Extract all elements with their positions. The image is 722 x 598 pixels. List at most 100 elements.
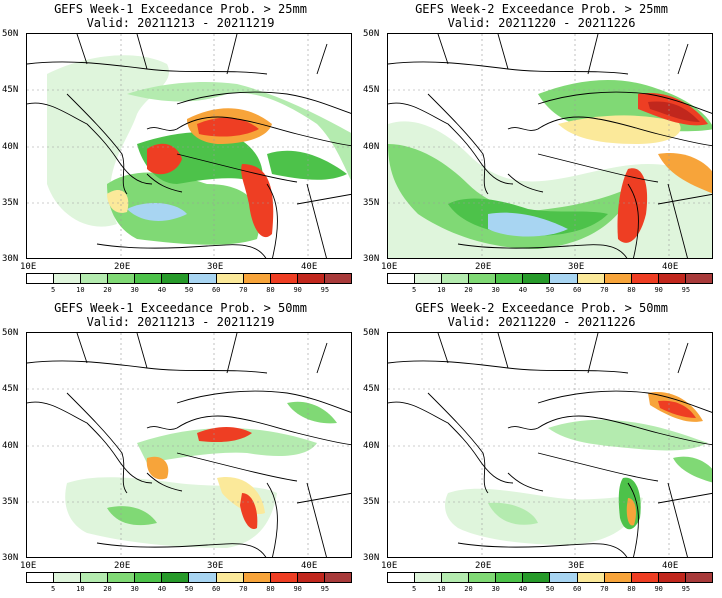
probability-fill: [65, 401, 337, 548]
colorbar-swatch: [658, 573, 686, 582]
map-gridlines: [388, 333, 712, 557]
colorbar-swatch: [604, 573, 632, 582]
colorbar-swatch: [685, 573, 712, 582]
colorbar-swatch: [523, 573, 551, 582]
colorbar: [387, 273, 713, 284]
colorbar-swatch: [469, 573, 497, 582]
lat-label: 30N: [2, 553, 19, 563]
colorbar-tick-label: 80: [627, 585, 636, 593]
colorbar-tick-label: 30: [130, 585, 139, 593]
lon-label: 30E: [568, 262, 585, 272]
colorbar-tick-label: 40: [518, 585, 528, 593]
colorbar-tick-label: 40: [157, 585, 167, 593]
panel-week1-50mm: GEFS Week-1 Exceedance Prob. > 50mm Vali…: [0, 299, 361, 598]
colorbar-tick-label: 60: [211, 286, 221, 294]
lon-label: 20E: [114, 262, 131, 272]
lat-label: 45N: [2, 384, 19, 394]
colorbar-tick-label: 10: [437, 585, 446, 593]
panel-title: GEFS Week-1 Exceedance Prob. > 50mm: [54, 301, 307, 315]
colorbar-swatch: [469, 274, 497, 283]
lon-label: 30E: [568, 561, 585, 571]
panel-valid-range: Valid: 20211213 - 20211219: [86, 16, 275, 30]
lon-label: 20E: [114, 561, 131, 571]
colorbar-tick-label: 20: [103, 585, 112, 593]
colorbar-tick-label: 20: [464, 585, 473, 593]
colorbar-swatch: [550, 274, 578, 283]
map-gridlines: [27, 34, 351, 258]
colorbar: [26, 273, 352, 284]
probability-map: [387, 332, 713, 558]
colorbar-tick-label: 70: [600, 585, 609, 593]
colorbar-swatch: [496, 274, 524, 283]
colorbar-tick-label: 60: [572, 585, 582, 593]
colorbar-swatch: [27, 573, 55, 582]
lat-label: 35N: [2, 497, 19, 507]
lat-label: 40N: [2, 142, 19, 152]
lon-label: 20E: [475, 561, 492, 571]
colorbar-tick-label: 5: [51, 585, 56, 593]
colorbar-swatch: [388, 274, 416, 283]
colorbar-swatch: [415, 274, 443, 283]
colorbar-swatch: [270, 573, 298, 582]
colorbar-tick-label: 50: [184, 286, 194, 294]
lon-label: 10E: [20, 262, 37, 272]
colorbar-swatch: [297, 274, 325, 283]
panel-week1-25mm: GEFS Week-1 Exceedance Prob. > 25mm Vali…: [0, 0, 361, 299]
probability-fill: [388, 79, 712, 258]
lat-label: 35N: [363, 198, 380, 208]
lat-label: 50N: [2, 328, 19, 338]
colorbar-tick-label: 90: [293, 286, 302, 294]
colorbar: [387, 572, 713, 583]
lat-label: 30N: [2, 254, 19, 264]
colorbar-swatch: [54, 274, 82, 283]
colorbar-swatch: [604, 274, 632, 283]
colorbar-swatch: [162, 274, 190, 283]
colorbar-tick-label: 60: [572, 286, 582, 294]
colorbar-tick-label: 10: [76, 286, 85, 294]
colorbar-swatch: [442, 274, 470, 283]
panel-week2-50mm: GEFS Week-2 Exceedance Prob. > 50mm Vali…: [361, 299, 722, 598]
colorbar-tick-label: 70: [600, 286, 609, 294]
colorbar-swatch: [216, 573, 244, 582]
colorbar-tick-label: 30: [130, 286, 139, 294]
lat-label: 45N: [2, 85, 19, 95]
probability-map: [26, 33, 352, 259]
lon-label: 30E: [207, 561, 224, 571]
colorbar-swatch: [496, 573, 524, 582]
colorbar-swatch: [135, 573, 163, 582]
lon-label: 20E: [475, 262, 492, 272]
colorbar-tick-label: 90: [293, 585, 302, 593]
colorbar-swatch: [216, 274, 244, 283]
colorbar-tick-label: 40: [518, 286, 528, 294]
colorbar-tick-label: 80: [266, 286, 275, 294]
colorbar-swatch: [297, 573, 325, 582]
colorbar-swatch: [415, 573, 443, 582]
colorbar-swatch: [162, 573, 190, 582]
colorbar-swatch: [658, 274, 686, 283]
colorbar-tick-label: 5: [412, 585, 417, 593]
colorbar-tick-label: 30: [491, 286, 500, 294]
lat-label: 35N: [363, 497, 380, 507]
colorbar-swatch: [631, 573, 659, 582]
panel-title: GEFS Week-1 Exceedance Prob. > 25mm: [54, 2, 307, 16]
panel-valid-range: Valid: 20211220 - 20211226: [447, 315, 636, 329]
colorbar-swatch: [243, 274, 271, 283]
colorbar-tick-label: 95: [681, 286, 691, 294]
lat-label: 45N: [363, 384, 380, 394]
probability-map: [26, 332, 352, 558]
colorbar-tick-label: 95: [320, 585, 330, 593]
panel-title: GEFS Week-2 Exceedance Prob. > 25mm: [415, 2, 668, 16]
lat-label: 30N: [363, 553, 380, 563]
colorbar-swatch: [54, 573, 82, 582]
panel-valid-range: Valid: 20211213 - 20211219: [86, 315, 275, 329]
colorbar-tick-label: 20: [464, 286, 473, 294]
colorbar-tick-label: 90: [654, 585, 663, 593]
lat-label: 50N: [363, 29, 380, 39]
colorbar-swatch: [189, 573, 217, 582]
colorbar: [26, 572, 352, 583]
colorbar-swatch: [631, 274, 659, 283]
colorbar-tick-label: 5: [51, 286, 56, 294]
colorbar-swatch: [577, 573, 605, 582]
lon-label: 10E: [381, 561, 398, 571]
lat-label: 40N: [363, 441, 380, 451]
